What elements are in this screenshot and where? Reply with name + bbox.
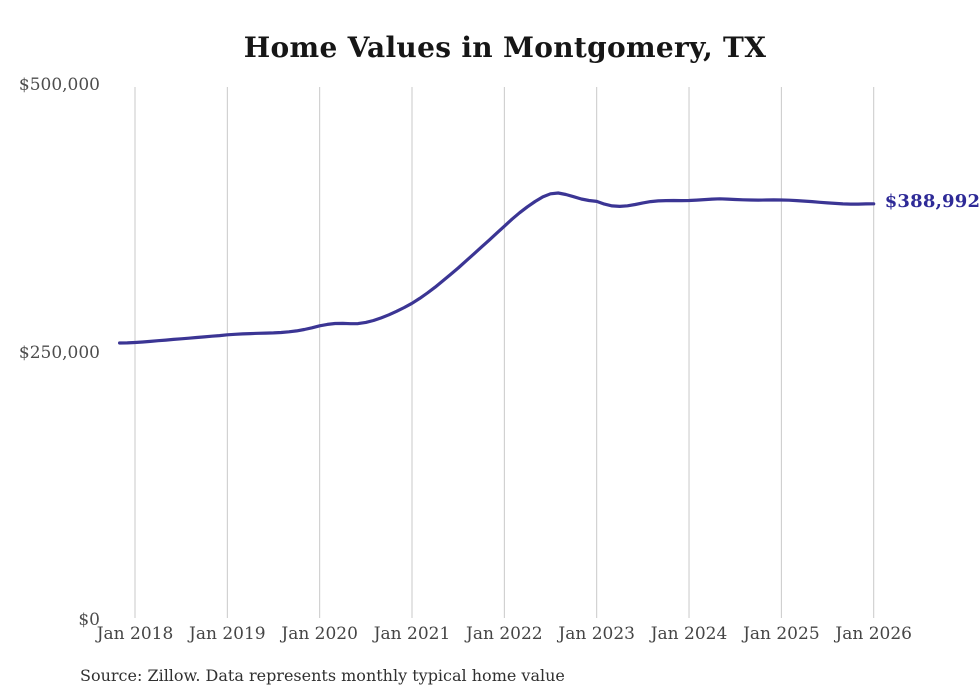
current-value-label: $388,992 bbox=[884, 190, 980, 212]
x-tick-label: Jan 2019 bbox=[189, 624, 266, 644]
y-tick-label: $250,000 bbox=[18, 342, 100, 363]
x-tick-label: Jan 2021 bbox=[373, 624, 451, 644]
gridlines bbox=[134, 87, 875, 618]
home-value-line bbox=[118, 191, 876, 345]
x-tick-label: Jan 2022 bbox=[466, 624, 543, 644]
x-tick-label: Jan 2026 bbox=[835, 624, 912, 644]
x-tick-label: Jan 2025 bbox=[743, 624, 820, 644]
source-note: Source: Zillow. Data represents monthly … bbox=[80, 666, 565, 685]
x-tick-label: Jan 2023 bbox=[558, 624, 635, 644]
y-tick-label: $0 bbox=[78, 610, 100, 630]
y-tick-label: $500,000 bbox=[18, 75, 100, 95]
x-tick-label: Jan 2018 bbox=[96, 624, 174, 644]
x-tick-label: Jan 2024 bbox=[650, 624, 728, 644]
x-tick-label: Jan 2020 bbox=[281, 624, 358, 644]
chart-title: Home Values in Montgomery, TX bbox=[243, 31, 767, 64]
